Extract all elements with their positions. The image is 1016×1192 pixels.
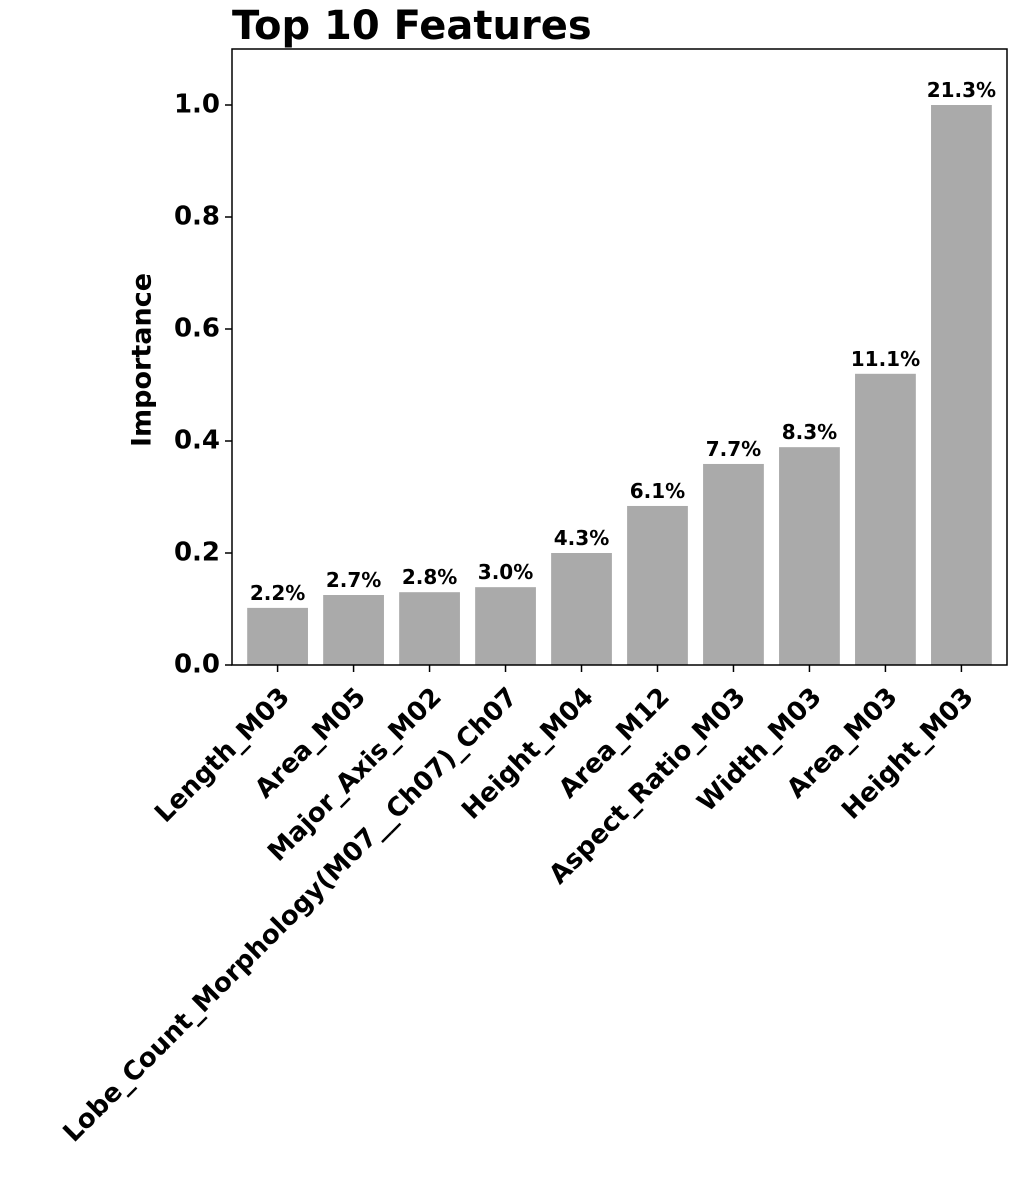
x-tick-label: Height_M03 <box>836 682 979 825</box>
bar <box>855 373 916 665</box>
bar-label: 7.7% <box>706 437 761 461</box>
y-tick-label: 0.4 <box>174 426 220 456</box>
bar-label: 8.3% <box>782 420 837 444</box>
bar-label: 4.3% <box>554 526 609 550</box>
x-tick-label: Height_M04 <box>456 682 599 825</box>
bar-label: 21.3% <box>927 78 996 102</box>
bar <box>475 587 536 665</box>
y-axis-label: Importance <box>127 273 158 447</box>
y-tick-label: 0.6 <box>174 314 220 344</box>
bar-label: 11.1% <box>851 347 920 371</box>
bar <box>627 505 688 665</box>
chart-title: Top 10 Features <box>232 3 592 49</box>
bar <box>399 592 460 665</box>
bar-label: 2.8% <box>402 565 457 589</box>
y-tick-label: 0.0 <box>174 650 220 680</box>
y-tick-label: 0.8 <box>174 202 220 232</box>
y-tick-label: 0.2 <box>174 538 220 568</box>
bar-label: 6.1% <box>630 479 685 503</box>
bar <box>779 447 840 665</box>
y-tick-label: 1.0 <box>174 90 220 120</box>
bar-label: 2.2% <box>250 581 305 605</box>
plot-frame <box>231 48 1008 666</box>
bar <box>247 607 308 665</box>
bar <box>323 595 384 665</box>
bar <box>551 553 612 665</box>
bar <box>931 105 992 665</box>
bar <box>703 463 764 665</box>
x-tick-label: Length_M03 <box>149 682 296 829</box>
bar-label: 2.7% <box>326 568 381 592</box>
bar-label: 3.0% <box>478 560 533 584</box>
